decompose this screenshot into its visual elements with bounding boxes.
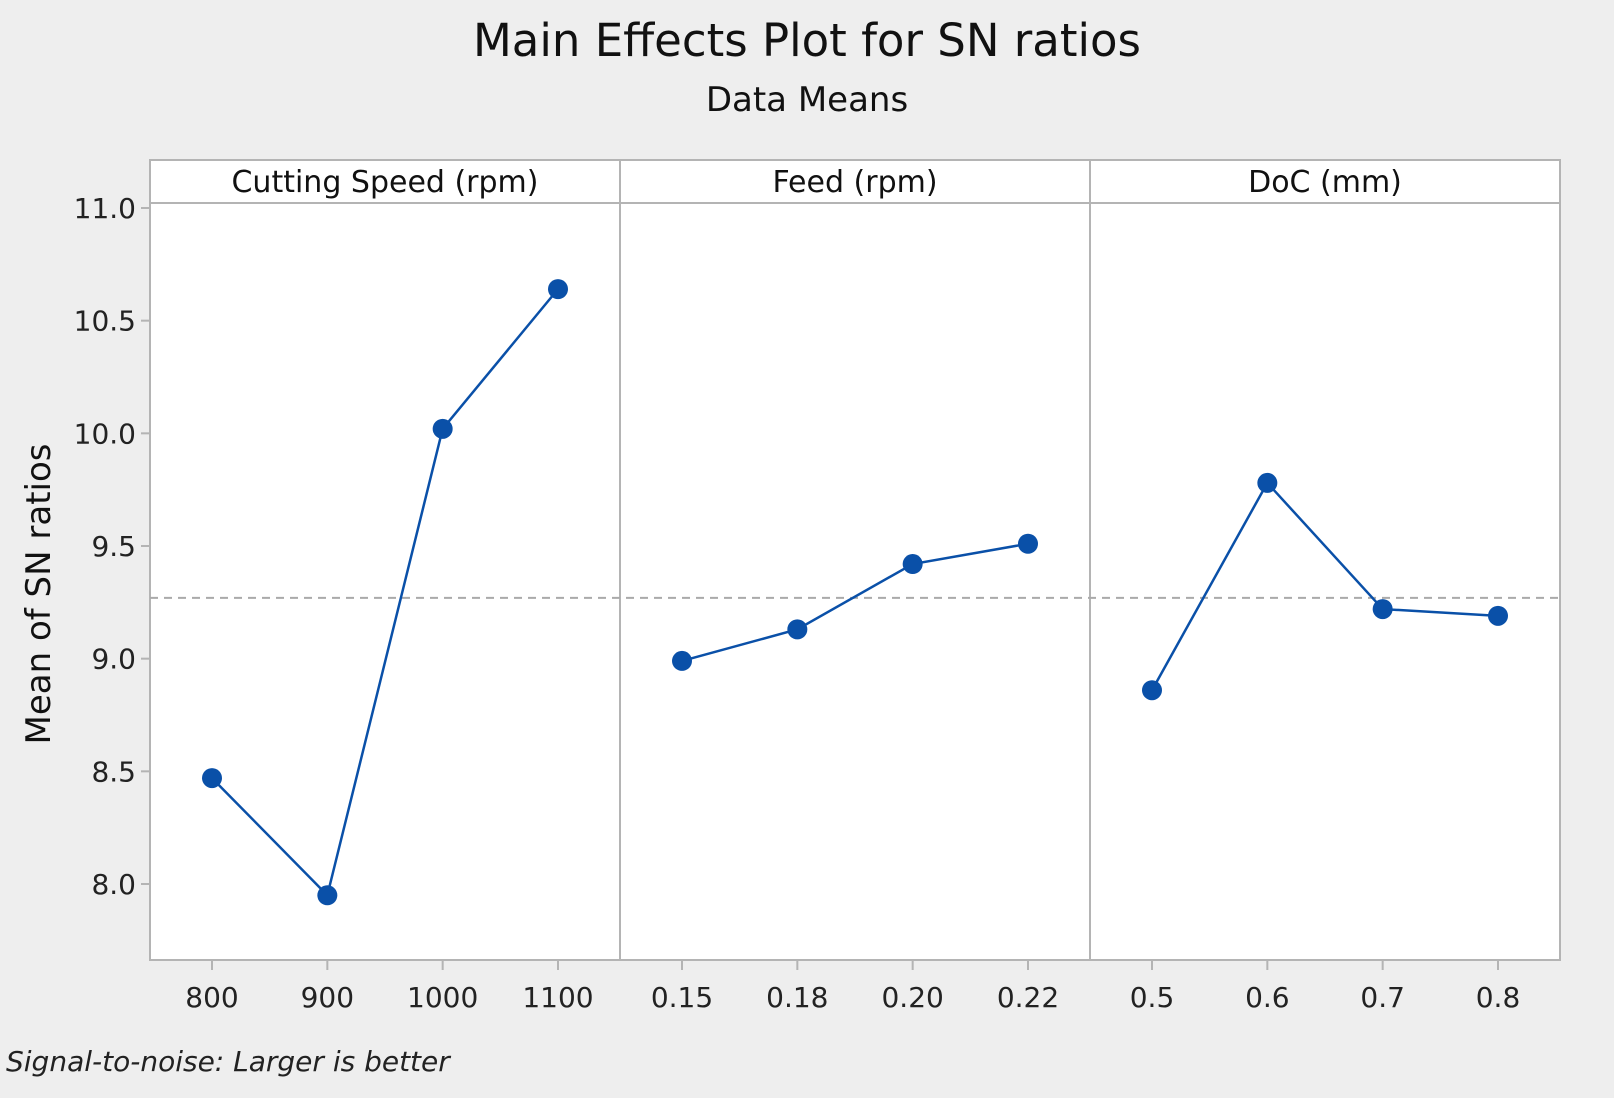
plot-area: [149, 159, 1561, 961]
x-tick-label: 0.7: [1360, 981, 1405, 1014]
data-point: [432, 418, 453, 439]
series-line-0: [211, 288, 559, 898]
data-point: [902, 554, 923, 575]
x-tick-label: 1100: [522, 981, 593, 1014]
data-point: [1257, 472, 1278, 493]
data-point: [787, 619, 808, 640]
y-tick-label: 10.0: [74, 417, 136, 450]
x-tick-label: 0.8: [1476, 981, 1521, 1014]
panel-label: Cutting Speed (rpm): [231, 165, 538, 200]
y-tick-label: 10.5: [74, 305, 136, 338]
panel-label: Feed (rpm): [772, 165, 937, 200]
y-tick-label: 8.5: [91, 755, 136, 788]
data-point: [1018, 533, 1038, 554]
chart-title: Main Effects Plot for SN ratios: [472, 14, 1141, 67]
x-tick-label: 0.22: [997, 981, 1059, 1014]
y-tick-label: 11.0: [74, 192, 136, 225]
x-tick-label: 0.15: [651, 981, 713, 1014]
panel-label: DoC (mm): [1248, 165, 1402, 200]
y-tick-label: 9.5: [91, 530, 136, 563]
x-tick-label: 0.5: [1130, 981, 1175, 1014]
data-point: [317, 885, 338, 906]
y-tick-label: 8.0: [91, 868, 136, 901]
data-point: [1142, 680, 1162, 701]
y-tick-label: 9.0: [91, 643, 136, 676]
y-axis-label: Mean of SN ratios: [19, 444, 59, 745]
x-tick-label: 1000: [407, 981, 478, 1014]
x-tick-label: 0.18: [766, 981, 828, 1014]
x-tick-label: 0.6: [1245, 981, 1290, 1014]
data-point: [1488, 605, 1508, 626]
data-point: [672, 650, 692, 671]
data-point: [548, 279, 568, 300]
chart-footnote: Signal-to-noise: Larger is better: [6, 1045, 450, 1078]
x-tick-label: 900: [301, 981, 354, 1014]
x-tick-label: 0.20: [881, 981, 943, 1014]
x-tick-label: 800: [185, 981, 238, 1014]
chart-subtitle: Data Means: [705, 80, 909, 120]
series-line-2: [1150, 480, 1499, 691]
data-point: [202, 768, 222, 789]
data-point: [1372, 599, 1393, 620]
series-line-1: [681, 542, 1029, 663]
